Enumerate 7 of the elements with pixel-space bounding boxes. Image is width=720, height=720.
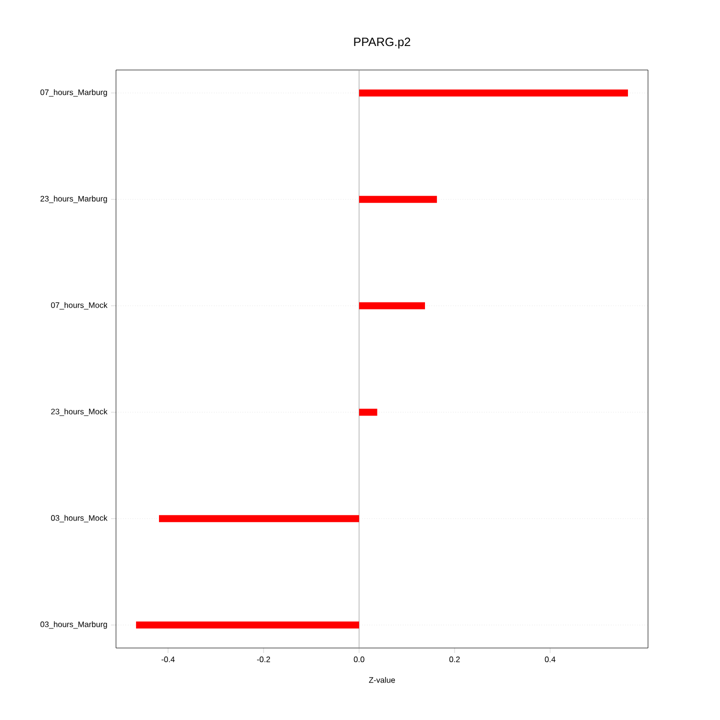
bar bbox=[359, 302, 425, 310]
bar bbox=[359, 89, 628, 96]
chart-title: PPARG.p2 bbox=[354, 38, 410, 48]
bar bbox=[359, 196, 437, 203]
bar bbox=[158, 515, 360, 522]
bar bbox=[359, 408, 378, 416]
bar bbox=[136, 622, 360, 629]
